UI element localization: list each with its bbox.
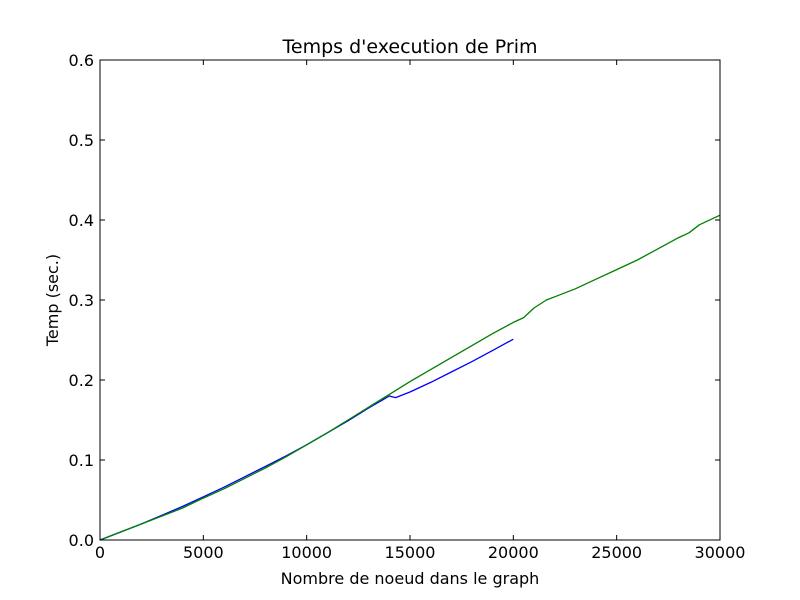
series-line-1 xyxy=(99,338,514,541)
x-tick-label: 30000 xyxy=(695,543,746,562)
y-tick-label: 0.3 xyxy=(69,291,94,310)
axes: 0 5000 10000 15000 20000 25000 30000 0.0 0.1 0.2 0… xyxy=(69,51,746,562)
x-tick-label: 20000 xyxy=(488,543,539,562)
x-axis-title: Nombre de noeud dans le graph xyxy=(281,569,540,588)
y-tick-label: 0.1 xyxy=(69,451,94,470)
y-tick-label: 0.4 xyxy=(69,211,94,230)
x-tick-label: 25000 xyxy=(591,543,642,562)
x-tick-label: 15000 xyxy=(385,543,436,562)
y-tick-label: 0.5 xyxy=(69,131,94,150)
y-axis-title: Temp (sec.) xyxy=(43,254,62,347)
plot-frame xyxy=(99,59,721,541)
y-tick-label: 0.6 xyxy=(69,51,94,70)
chart-title: Temps d'execution de Prim xyxy=(282,36,538,58)
x-tick-label: 10000 xyxy=(281,543,332,562)
x-tick-label: 0 xyxy=(95,543,105,562)
series-line-2 xyxy=(99,214,721,541)
y-tick-label: 0.0 xyxy=(69,531,94,550)
x-tick-label: 5000 xyxy=(183,543,224,562)
y-tick-label: 0.2 xyxy=(69,371,94,390)
series-layer xyxy=(99,214,721,541)
